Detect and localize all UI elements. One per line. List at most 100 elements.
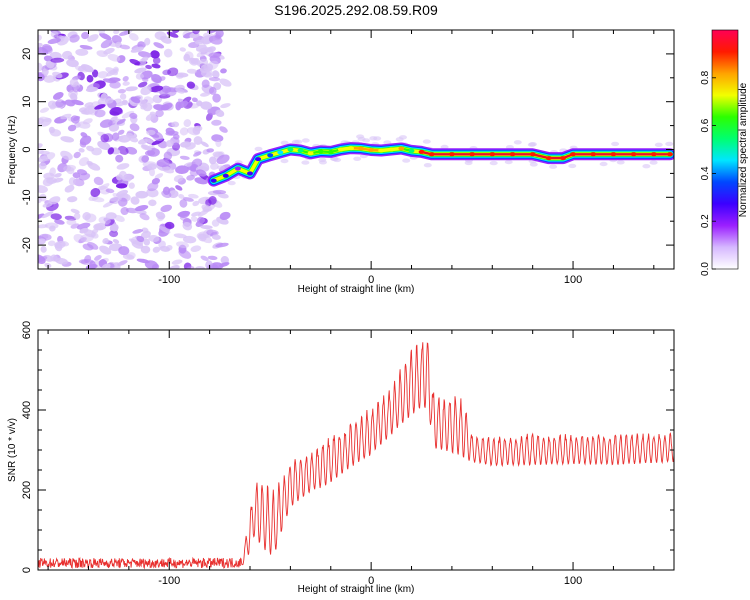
noise-blob xyxy=(94,104,106,110)
halo-blob xyxy=(402,158,411,163)
noise-blob xyxy=(200,70,213,78)
noise-blob xyxy=(45,60,55,69)
noise-blob xyxy=(43,172,55,180)
noise-blob xyxy=(200,141,209,148)
track-point xyxy=(610,152,617,157)
noise-blob xyxy=(102,238,109,244)
halo-blob xyxy=(399,135,407,140)
noise-region xyxy=(38,30,232,269)
y-tick-label: 0 xyxy=(21,146,33,152)
noise-blob xyxy=(47,38,61,44)
noise-blob xyxy=(173,174,184,183)
noise-blob xyxy=(144,37,151,46)
track-point xyxy=(650,152,657,157)
noise-blob xyxy=(151,263,160,269)
noise-blob xyxy=(154,31,167,41)
noise-blob xyxy=(75,48,89,56)
spectrogram-x-axis-label: Height of straight line (km) xyxy=(298,284,415,295)
noise-blob xyxy=(215,242,229,248)
noise-blob xyxy=(98,30,106,35)
snr-x-tick-labels: -100 0 100 xyxy=(158,575,582,587)
noise-blob xyxy=(81,31,90,40)
noise-blob xyxy=(79,141,87,148)
noise-blob xyxy=(111,132,120,141)
noise-blob xyxy=(52,91,64,100)
noise-blob xyxy=(91,69,99,78)
noise-blob xyxy=(78,148,85,153)
track-point xyxy=(368,148,375,152)
noise-blob xyxy=(141,144,152,151)
noise-blob xyxy=(115,154,124,163)
noise-blob xyxy=(128,182,135,189)
noise-blob xyxy=(179,127,189,136)
noise-blob xyxy=(73,212,81,220)
noise-blob xyxy=(42,44,53,52)
noise-blob xyxy=(139,213,150,221)
noise-blob xyxy=(197,216,205,224)
noise-blob xyxy=(208,76,221,82)
noise-blob xyxy=(38,62,43,72)
track-point xyxy=(277,150,284,155)
noise-blob xyxy=(128,33,139,41)
noise-blob xyxy=(109,81,121,89)
noise-blob xyxy=(98,216,111,225)
noise-blob xyxy=(211,134,224,142)
noise-blob xyxy=(79,44,93,50)
noise-blob xyxy=(42,152,56,161)
noise-blob xyxy=(201,79,210,88)
spectrogram-ticks xyxy=(38,29,674,270)
halo-blob xyxy=(568,163,577,169)
track-point xyxy=(408,148,415,153)
noise-blob xyxy=(208,86,217,95)
track-point xyxy=(297,148,304,153)
noise-blob xyxy=(118,246,130,256)
y-tick-label: 20 xyxy=(21,48,33,60)
noise-blob xyxy=(161,166,174,174)
y-tick-label: 10 xyxy=(21,96,33,108)
track-point xyxy=(358,146,364,151)
noise-blob xyxy=(219,211,231,220)
snr-frame xyxy=(37,329,675,571)
noise-blob xyxy=(48,196,61,205)
noise-blob xyxy=(116,189,128,197)
noise-blob xyxy=(42,202,53,208)
noise-blob xyxy=(179,155,190,160)
noise-blob xyxy=(50,57,65,63)
track-point xyxy=(469,152,476,157)
noise-blob xyxy=(179,199,188,208)
snr-plot-area xyxy=(38,342,674,570)
noise-blob xyxy=(86,74,94,83)
noise-blob xyxy=(129,123,140,132)
noise-blob xyxy=(137,51,152,58)
track-point xyxy=(210,178,217,183)
track xyxy=(207,142,674,187)
x-tick-label: 100 xyxy=(564,575,582,587)
noise-blob xyxy=(208,35,223,45)
noise-blob xyxy=(40,246,47,253)
noise-blob xyxy=(171,121,180,128)
noise-blob xyxy=(119,93,127,100)
noise-blob xyxy=(56,35,69,46)
noise-blob xyxy=(220,68,227,74)
halo-blob xyxy=(529,162,538,167)
noise-blob xyxy=(68,177,77,186)
track-point xyxy=(545,156,552,161)
noise-blob xyxy=(38,42,43,48)
noise-blob xyxy=(119,30,130,36)
noise-blob xyxy=(90,187,101,198)
noise-blob xyxy=(47,100,57,109)
colorbar: 0.0 0.2 0.4 0.6 0.8 Normalized spectral ampl… xyxy=(700,29,749,276)
halo-blob xyxy=(611,141,620,147)
halo-blob xyxy=(599,161,608,167)
noise-blob xyxy=(103,47,115,55)
snr-series-line xyxy=(38,342,674,570)
y-tick-label: 600 xyxy=(21,321,33,339)
halo-blob xyxy=(227,180,236,186)
y-tick-label: -20 xyxy=(21,237,33,253)
noise-blob xyxy=(179,47,186,52)
noise-blob xyxy=(146,129,156,136)
track-point xyxy=(348,146,354,151)
noise-blob xyxy=(110,223,119,232)
track-point xyxy=(448,152,455,157)
noise-blob xyxy=(91,228,99,234)
